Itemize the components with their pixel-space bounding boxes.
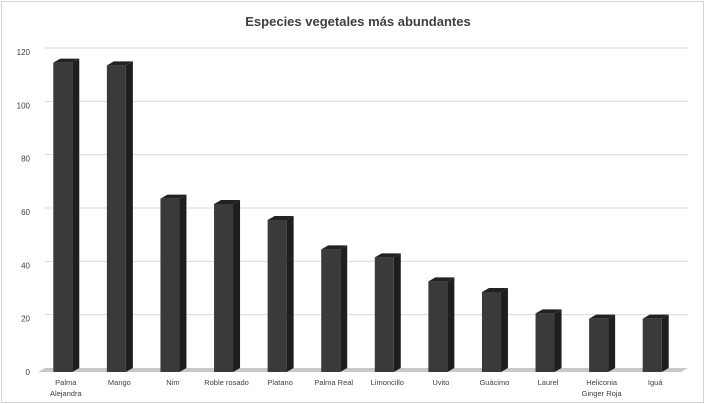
x-tick-label: Platano: [267, 378, 292, 387]
bar-side: [608, 314, 616, 372]
bar-front: [374, 257, 394, 372]
bar-front: [428, 281, 448, 372]
bar: [267, 216, 294, 372]
bar: [160, 194, 187, 372]
bar-front: [642, 318, 662, 372]
chart-title: Especies vegetales más abundantes: [245, 14, 470, 29]
bar-top: [53, 58, 80, 63]
bar-side: [554, 309, 562, 372]
bar-top: [428, 277, 455, 282]
bar: [374, 253, 401, 372]
bar-side: [233, 200, 241, 372]
x-tick-label: Limoncillo: [371, 378, 404, 387]
x-tick-label: Mango: [108, 378, 131, 387]
x-tick-label: Laurel: [538, 378, 559, 387]
bar: [428, 277, 455, 372]
bar: [535, 309, 562, 372]
bar: [214, 200, 241, 372]
y-tick-label: 60: [21, 208, 30, 217]
bar-side: [447, 277, 455, 372]
y-axis: 0 20 40 60 80 100 120: [17, 48, 31, 377]
bar-front: [535, 313, 555, 372]
bar-top: [214, 200, 241, 204]
bar-top: [589, 314, 616, 319]
bar: [321, 245, 348, 372]
x-tick-label: Palma Alejandra: [50, 378, 83, 398]
bar-side: [340, 245, 348, 372]
bar-front: [481, 292, 501, 372]
bar-top: [267, 216, 294, 220]
bar-top: [160, 194, 187, 199]
bar-top: [374, 253, 401, 258]
x-tick-label: Uvito: [432, 378, 449, 387]
bar-side: [286, 216, 294, 372]
bar: [53, 58, 80, 373]
bar-top: [535, 309, 562, 314]
bar: [589, 314, 616, 372]
y-tick-label: 100: [17, 101, 31, 110]
x-tick-label: Nim: [166, 378, 179, 387]
y-tick-label: 0: [26, 368, 31, 377]
bar-front: [160, 198, 180, 372]
bar-side: [393, 253, 401, 372]
gridlines: [45, 47, 688, 316]
x-axis: Palma Alejandra Mango Nim Roble rosado Platan…: [50, 378, 663, 398]
bar-front: [589, 318, 609, 372]
bar-front: [214, 204, 234, 372]
x-tick-label: Guácimo: [479, 378, 509, 387]
bar-top: [481, 288, 508, 292]
bar: [642, 314, 669, 372]
y-tick-label: 120: [17, 48, 31, 57]
bar-top: [106, 61, 133, 66]
bar-top: [642, 314, 669, 319]
x-tick-label: Palma Real: [314, 378, 353, 387]
bars: [53, 58, 669, 373]
bar-front: [321, 249, 341, 372]
y-tick-label: 40: [21, 261, 30, 270]
bar: [106, 61, 133, 372]
bar-side: [661, 314, 669, 372]
bar-top: [321, 245, 348, 250]
chart-floor: [38, 368, 688, 372]
bar-front: [267, 220, 287, 372]
bar-front: [53, 62, 73, 373]
bar-front: [106, 65, 126, 372]
y-tick-label: 80: [21, 155, 30, 164]
bar-side: [72, 58, 80, 373]
bar-side: [179, 194, 187, 372]
bar-side: [500, 288, 508, 372]
y-tick-label: 20: [21, 315, 30, 324]
bar: [481, 288, 508, 372]
x-tick-label: Roble rosado: [204, 378, 249, 387]
x-tick-label: Heliconia Ginger Roja: [582, 378, 623, 398]
x-tick-label: Iguá: [648, 378, 663, 387]
floor-plane: [38, 368, 688, 372]
bar-side: [125, 61, 133, 372]
